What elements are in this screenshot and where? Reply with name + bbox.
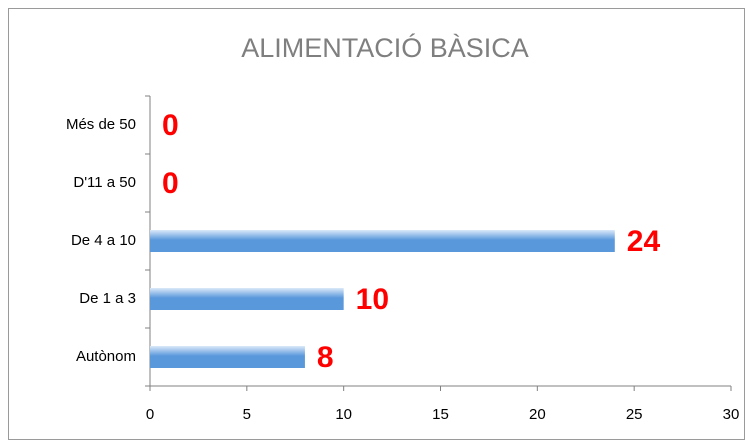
x-tick-label: 0 [146, 406, 154, 423]
value-label: 24 [627, 225, 661, 258]
x-tick-label: 20 [529, 406, 546, 423]
x-tick-label: 10 [335, 406, 352, 423]
value-label: 10 [356, 283, 389, 316]
chart-frame [8, 8, 745, 440]
value-label: 8 [317, 341, 334, 374]
x-tick-label: 30 [723, 406, 740, 423]
x-tick-label: 5 [243, 406, 251, 423]
y-tick-label: De 4 a 10 [71, 232, 136, 249]
y-tick-label: D'11 a 50 [73, 174, 136, 191]
x-tick-label: 15 [432, 406, 449, 423]
bar [150, 288, 344, 310]
y-tick-label: De 1 a 3 [79, 290, 136, 307]
bar [150, 346, 305, 368]
chart-title: ALIMENTACIÓ BÀSICA [241, 32, 529, 63]
value-label: 0 [162, 167, 179, 200]
x-tick-label: 25 [626, 406, 643, 423]
y-tick-label: Autònom [76, 348, 136, 365]
bar [150, 230, 615, 252]
value-label: 0 [162, 109, 179, 142]
y-tick-label: Més de 50 [66, 116, 136, 133]
